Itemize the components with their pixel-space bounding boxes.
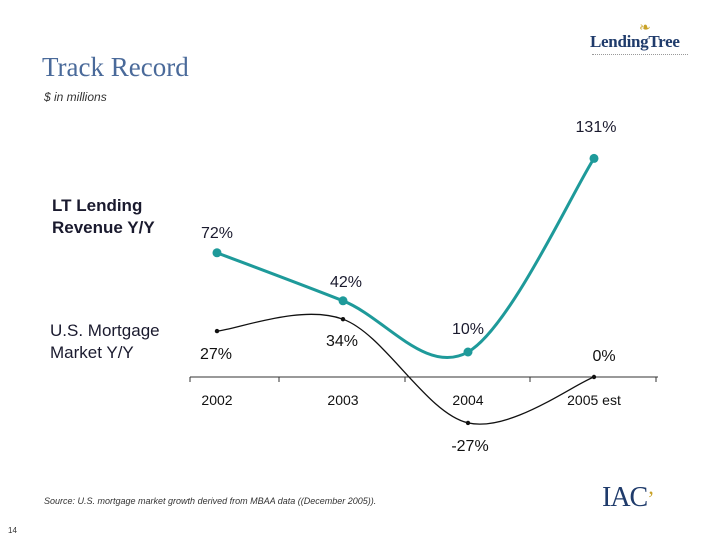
lt-series-label: LT Lending Revenue Y/Y <box>52 195 155 239</box>
market-data-point <box>340 317 346 322</box>
market-data-label: -27% <box>451 438 488 455</box>
lt-data-label: 10% <box>452 321 484 338</box>
iac-swoosh-icon: ’ <box>647 486 654 511</box>
market-data-label: 27% <box>200 346 232 363</box>
leaf-icon: ❧ <box>639 21 651 36</box>
market-data-point <box>214 328 220 334</box>
market-data-label: 34% <box>326 333 358 350</box>
market-data-point <box>591 374 597 380</box>
market-series-label: U.S. Mortgage Market Y/Y <box>50 320 160 364</box>
market-data-label: 0% <box>592 348 615 365</box>
lt-series-label-line2: Revenue Y/Y <box>52 218 155 237</box>
page-number: 14 <box>8 526 17 535</box>
iac-logo-text: IAC <box>602 482 648 513</box>
lt-data-point <box>589 153 599 163</box>
x-tick-label: 2004 <box>452 392 483 408</box>
market-series-label-line2: Market Y/Y <box>50 343 134 362</box>
lendingtree-logo: ❧ LendingTree <box>590 21 690 62</box>
lt-series-label-line1: LT Lending <box>52 196 143 215</box>
x-tick-label: 2002 <box>201 392 232 408</box>
market-data-point <box>465 420 471 426</box>
lt-series-line <box>216 157 596 360</box>
x-tick-label: 2003 <box>327 392 358 408</box>
logo-tagline-line <box>592 54 688 57</box>
market-series-line <box>216 313 595 425</box>
iac-logo: IAC’ <box>602 482 655 514</box>
lt-data-label: 42% <box>330 274 362 291</box>
lt-data-label: 131% <box>576 119 617 136</box>
lt-data-point <box>338 296 348 306</box>
lt-data-label: 72% <box>201 225 233 242</box>
market-series-label-line1: U.S. Mortgage <box>50 321 160 340</box>
lt-data-point <box>212 248 222 258</box>
x-tick-label: 2005 est <box>567 392 621 408</box>
source-note: Source: U.S. mortgage market growth deri… <box>44 496 377 506</box>
units-subtitle: $ in millions <box>44 90 107 104</box>
lendingtree-logo-text: LendingTree <box>590 32 680 51</box>
lt-data-point <box>463 347 473 357</box>
page-title: Track Record <box>42 52 189 82</box>
